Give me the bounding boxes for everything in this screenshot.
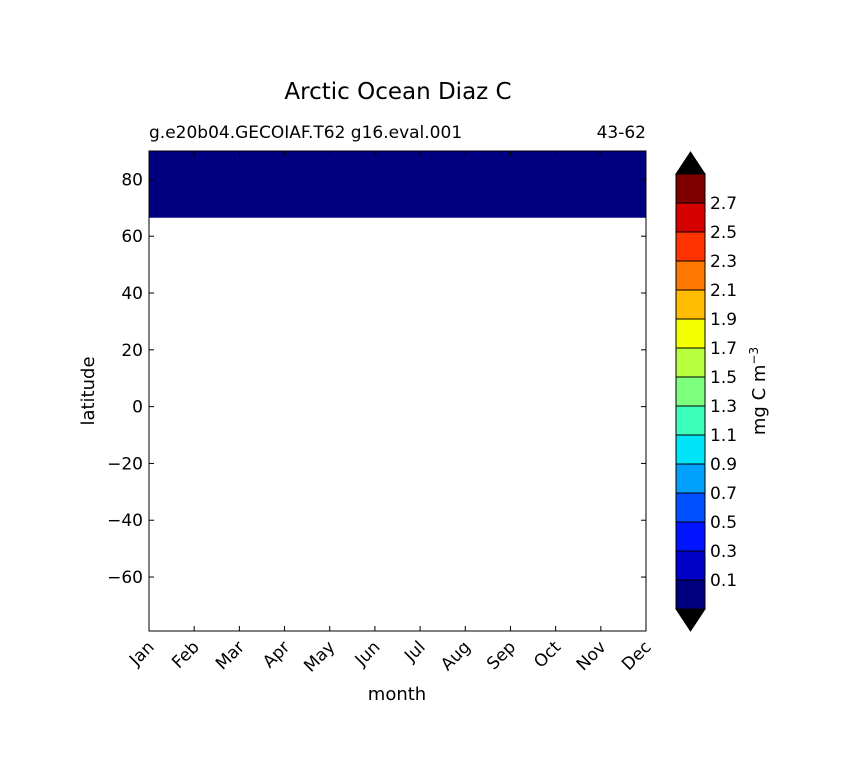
colorbar-segment (676, 319, 705, 348)
colorbar-tick-label: 1.7 (710, 339, 737, 359)
colorbar-segment (676, 522, 705, 551)
colorbar-extend-high (675, 151, 706, 175)
y-tick-label: 0 (132, 398, 143, 418)
colorbar-segment (676, 493, 705, 522)
colorbar-label-exponent: −3 (747, 347, 761, 365)
colorbar-tick-label: 1.1 (710, 426, 737, 446)
colorbar-tick-label: 0.5 (710, 513, 737, 533)
x-tick-label: Feb (168, 637, 203, 672)
colorbar-tick-label: 1.9 (710, 310, 737, 330)
colorbar-segment (676, 174, 705, 203)
colorbar: 0.1 0.3 0.5 0.7 0.9 1.1 1.3 1.5 1.7 1.9 2.1 2.3 2.5 2… (675, 151, 737, 632)
x-tick-label: Sep (483, 637, 520, 674)
y-tick-label: 60 (121, 227, 143, 247)
chart-subtitle-right: 43-62 (597, 123, 646, 143)
plot-area: 80 60 40 20 0 −20 −40 −60 Jan Feb Mar Apr May Jun Jul A… (107, 150, 656, 676)
x-tick-label: Oct (530, 637, 565, 672)
x-tick-label: Mar (212, 637, 249, 674)
x-tick-label: Dec (618, 637, 655, 674)
chart-subtitle-left: g.e20b04.GECOIAF.T62 g16.eval.001 (149, 123, 462, 143)
x-tick-label: Jun (351, 637, 385, 671)
colorbar-tick-label: 2.1 (710, 281, 737, 301)
colorbar-tick-label: 0.9 (710, 455, 737, 475)
colorbar-tick-label: 1.5 (710, 368, 737, 388)
x-tick-label: Nov (573, 637, 611, 675)
x-axis-label: month (368, 684, 426, 705)
y-axis-label: latitude (78, 356, 99, 425)
colorbar-tick-label: 1.3 (710, 397, 737, 417)
plot-frame (148, 150, 647, 632)
colorbar-segment (676, 203, 705, 232)
x-tick-label: Jul (400, 637, 429, 666)
heatmap-filled-band (149, 151, 646, 218)
colorbar-segment (676, 261, 705, 290)
colorbar-tick-label: 0.3 (710, 542, 737, 562)
colorbar-segment (676, 464, 705, 493)
x-tick-label: Apr (259, 637, 294, 672)
colorbar-segment (676, 377, 705, 406)
colorbar-tick-label: 2.3 (710, 252, 737, 272)
colorbar-segment (676, 435, 705, 464)
colorbar-frame (675, 173, 706, 610)
x-tick-label: May (300, 637, 339, 676)
colorbar-segment (676, 580, 705, 609)
colorbar-tick-label: 2.7 (710, 194, 737, 214)
chart-title: Arctic Ocean Diaz C (284, 79, 511, 105)
colorbar-extend-low (675, 608, 706, 632)
colorbar-label-text: mg C m (749, 365, 770, 436)
y-tick-label: 20 (121, 341, 143, 361)
y-tick-label: 80 (121, 170, 143, 190)
colorbar-tick-label: 2.5 (710, 223, 737, 243)
colorbar-segment (676, 290, 705, 319)
colorbar-label: mg C m−3 (747, 347, 770, 435)
y-tick-label: −40 (107, 511, 143, 531)
y-tick-label: −60 (107, 568, 143, 588)
colorbar-tick-label: 0.1 (710, 571, 737, 591)
y-tick-label: −20 (107, 454, 143, 474)
x-tick-label: Aug (437, 637, 475, 675)
x-tick-label: Jan (125, 637, 158, 670)
colorbar-segment (676, 406, 705, 435)
colorbar-segment (676, 551, 705, 580)
colorbar-tick-label: 0.7 (710, 484, 737, 504)
colorbar-segment (676, 232, 705, 261)
y-tick-label: 40 (121, 284, 143, 304)
colorbar-segment (676, 348, 705, 377)
